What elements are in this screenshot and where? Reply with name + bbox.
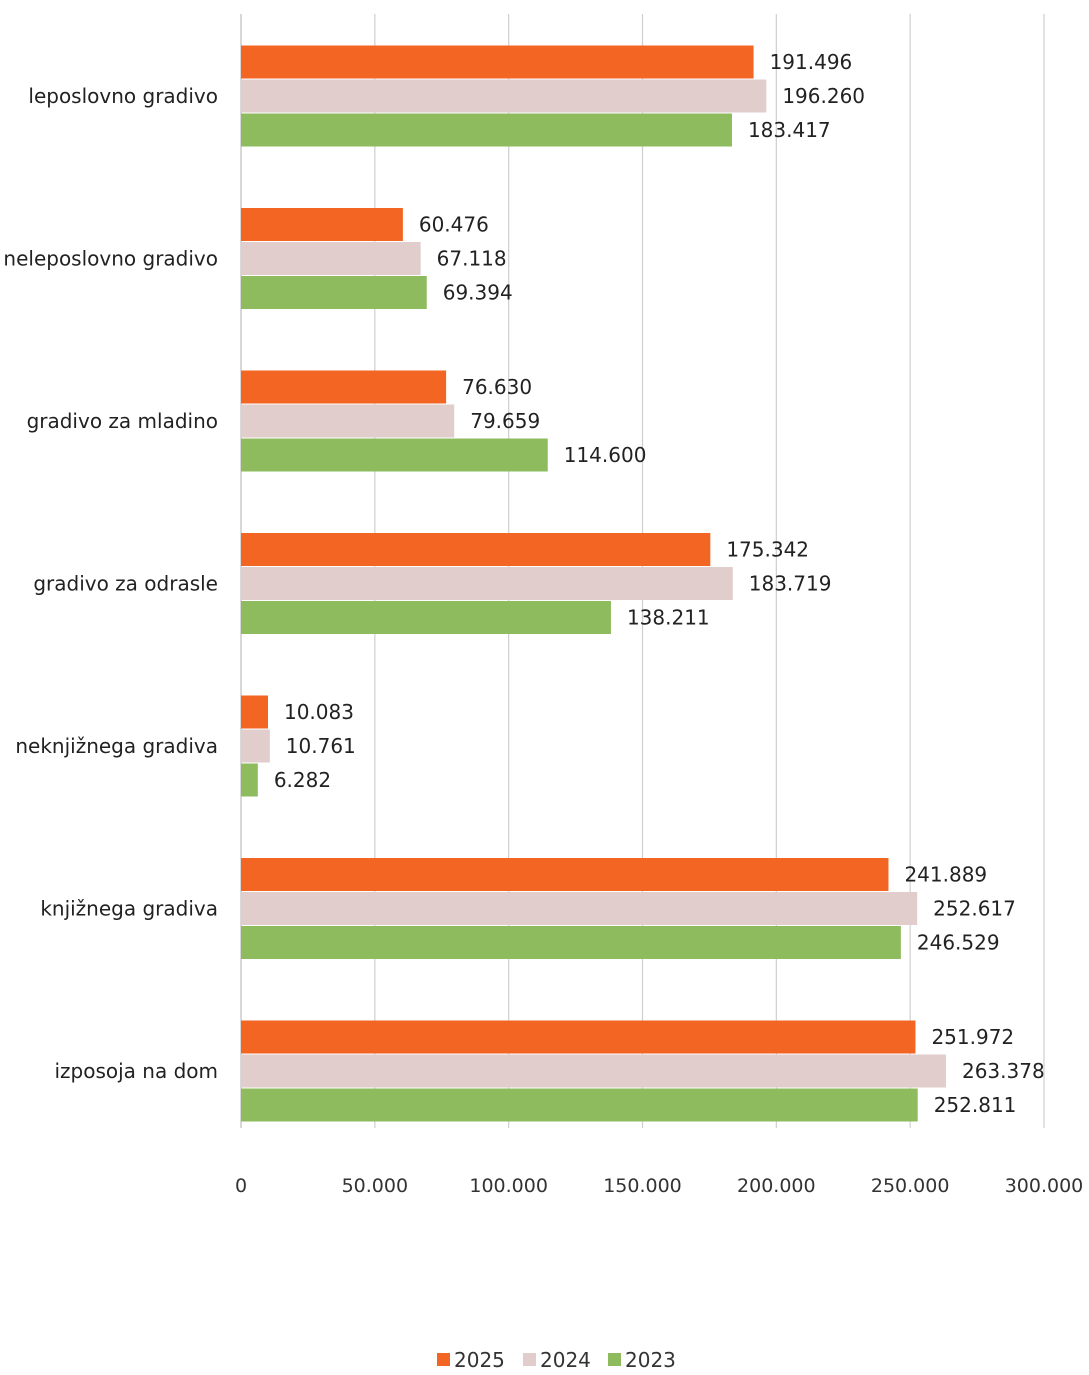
- bar-2024: [241, 404, 455, 438]
- bar-2023: [241, 601, 611, 634]
- category-label: gradivo za odrasle: [33, 572, 218, 596]
- data-label: 138.211: [627, 606, 710, 630]
- bar-2025: [241, 1020, 916, 1054]
- legend-item-2023: 2023: [608, 1348, 676, 1372]
- category-label: neknjižnega gradiva: [15, 734, 218, 758]
- data-label: 183.417: [748, 118, 831, 142]
- data-label: 114.600: [564, 443, 647, 467]
- data-label: 79.659: [470, 409, 540, 433]
- bar-2025: [241, 370, 447, 404]
- bar-2024: [241, 1054, 946, 1088]
- legend-swatch: [608, 1353, 621, 1366]
- bar-2024: [241, 892, 918, 925]
- bar-2023: [241, 926, 901, 959]
- category-label: gradivo za mladino: [27, 409, 218, 433]
- category-label: neleposlovno gradivo: [3, 247, 218, 271]
- bar-2023: [241, 763, 258, 797]
- legend: 2025 2024 2023: [437, 1348, 676, 1372]
- data-label: 6.282: [274, 768, 331, 792]
- bar-2024: [241, 79, 767, 113]
- bars: [241, 45, 946, 1122]
- x-tick-label: 150.000: [603, 1175, 682, 1197]
- bar-2025: [241, 45, 754, 79]
- data-label: 246.529: [917, 931, 1000, 955]
- bar-2024: [241, 567, 733, 600]
- category-label: izposoja na dom: [54, 1059, 218, 1083]
- category-labels: leposlovno gradivo neleposlovno gradivo gr…: [3, 84, 218, 1083]
- bar-2024: [241, 729, 270, 763]
- data-label: 76.630: [462, 375, 532, 399]
- data-label: 183.719: [749, 572, 832, 596]
- data-label: 60.476: [419, 213, 489, 237]
- bar-2024: [241, 242, 421, 275]
- bar-2025: [241, 695, 268, 729]
- bar-2025: [241, 208, 403, 241]
- data-label: 251.972: [931, 1025, 1014, 1049]
- data-label: 10.761: [286, 734, 356, 758]
- data-label: 252.617: [933, 897, 1016, 921]
- x-tick-label: 0: [235, 1175, 247, 1197]
- data-label: 69.394: [443, 281, 513, 305]
- data-label: 196.260: [782, 84, 865, 108]
- data-label: 175.342: [726, 538, 809, 562]
- category-label: knjižnega gradiva: [40, 897, 218, 921]
- data-label: 10.083: [284, 700, 354, 724]
- x-axis-ticks: 0 50.000 100.000 150.000 200.000 250.000 300.0…: [235, 1175, 1083, 1197]
- category-label: leposlovno gradivo: [28, 84, 218, 108]
- data-labels: 191.496 196.260 183.417 60.476 67.118 69.394 7…: [274, 50, 1045, 1117]
- bar-2025: [241, 858, 889, 891]
- data-label: 191.496: [770, 50, 853, 74]
- x-tick-label: 200.000: [737, 1175, 816, 1197]
- bar-2023: [241, 438, 548, 472]
- legend-label: 2025: [454, 1348, 505, 1371]
- legend-item-2025: 2025: [437, 1348, 505, 1372]
- bar-2025: [241, 533, 711, 566]
- x-tick-label: 100.000: [469, 1175, 548, 1197]
- data-label: 263.378: [962, 1059, 1045, 1083]
- legend-label: 2023: [625, 1348, 676, 1371]
- data-label: 241.889: [904, 863, 987, 887]
- x-tick-label: 250.000: [871, 1175, 950, 1197]
- legend-item-2024: 2024: [523, 1348, 591, 1372]
- x-tick-label: 300.000: [1005, 1175, 1084, 1197]
- x-tick-label: 50.000: [342, 1175, 408, 1197]
- bar-2023: [241, 113, 732, 147]
- legend-swatch: [437, 1353, 450, 1366]
- bar-2023: [241, 276, 427, 309]
- bar-2023: [241, 1088, 918, 1122]
- data-label: 67.118: [437, 247, 507, 271]
- data-label: 252.811: [934, 1093, 1017, 1117]
- legend-swatch: [523, 1353, 536, 1366]
- legend-label: 2024: [540, 1348, 591, 1371]
